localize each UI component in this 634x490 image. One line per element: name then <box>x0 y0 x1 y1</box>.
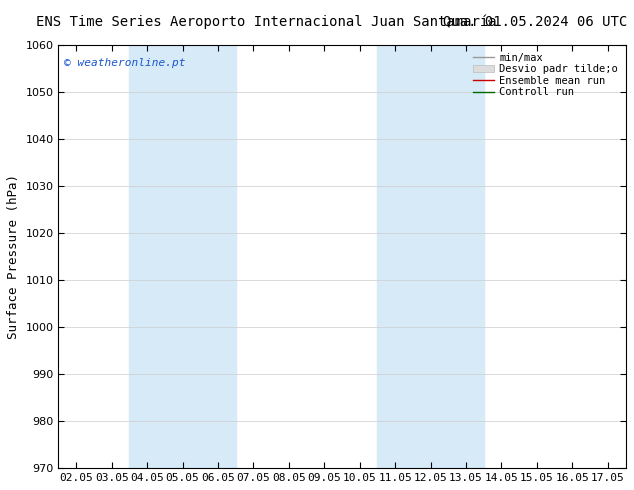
Text: Qua. 01.05.2024 06 UTC: Qua. 01.05.2024 06 UTC <box>443 15 628 29</box>
Bar <box>129 45 236 468</box>
Text: ENS Time Series Aeroporto Internacional Juan Santamaría: ENS Time Series Aeroporto Internacional … <box>36 15 496 29</box>
Bar <box>377 45 484 468</box>
Text: © weatheronline.pt: © weatheronline.pt <box>64 58 186 68</box>
Y-axis label: Surface Pressure (hPa): Surface Pressure (hPa) <box>7 174 20 339</box>
Legend: min/max, Desvio padr tilde;o, Ensemble mean run, Controll run: min/max, Desvio padr tilde;o, Ensemble m… <box>471 50 620 99</box>
